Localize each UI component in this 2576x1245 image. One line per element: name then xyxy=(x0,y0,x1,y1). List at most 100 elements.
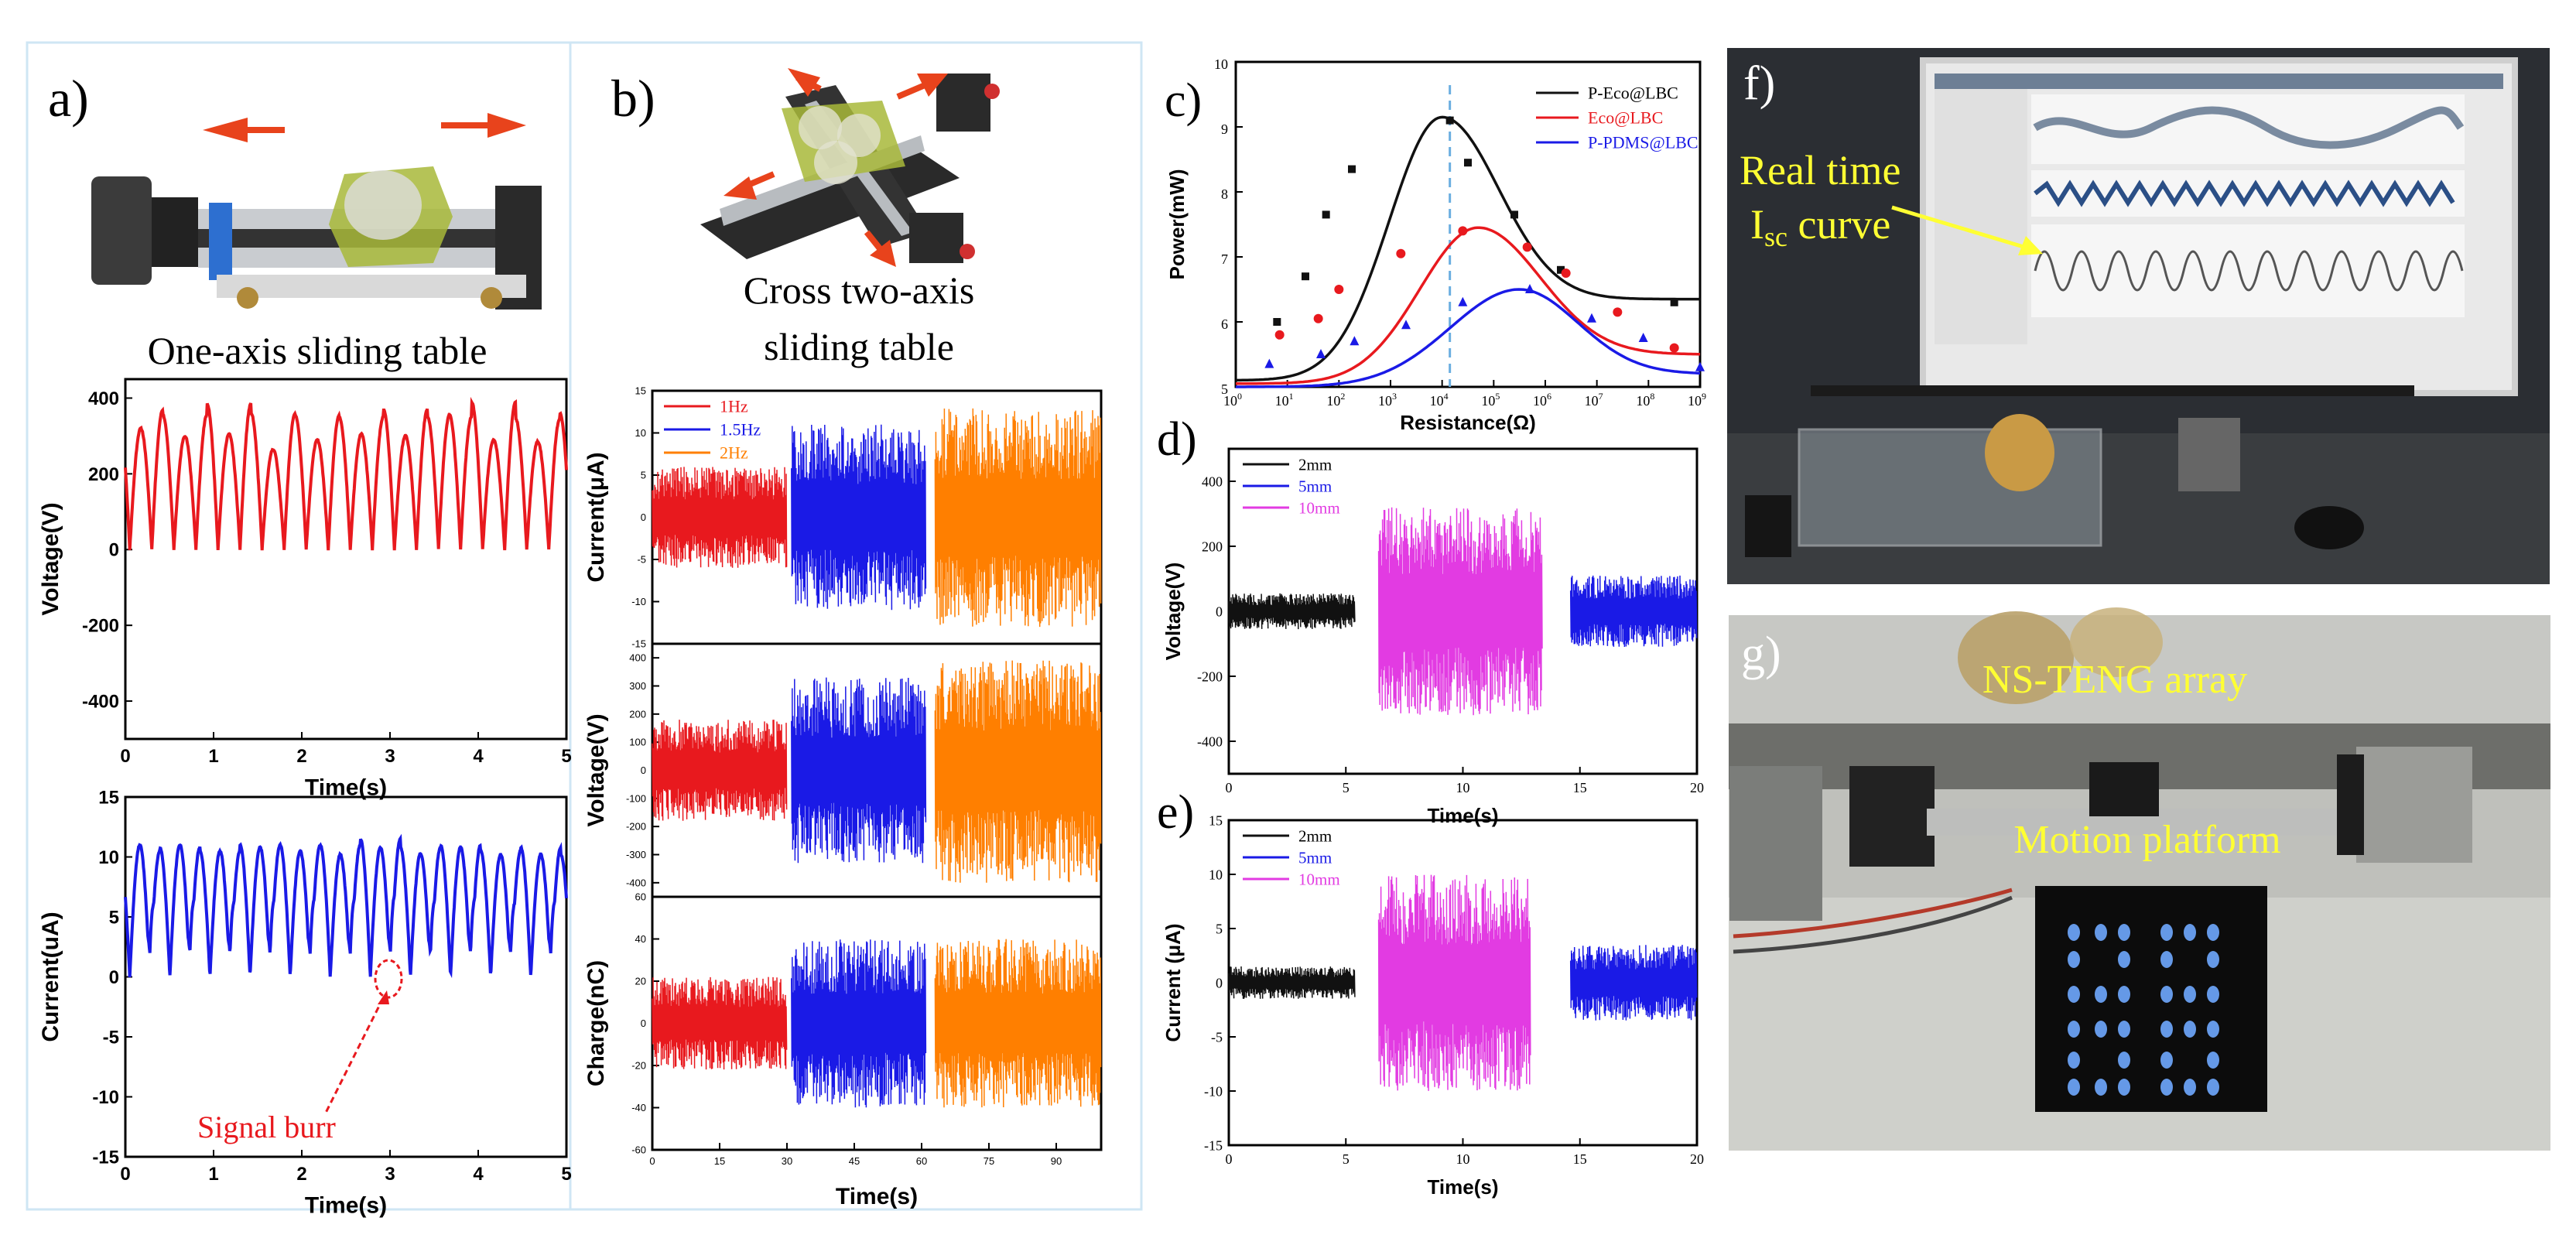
y-tick-label: 5 xyxy=(109,907,119,928)
data-point-P-Eco@LBC xyxy=(1322,210,1330,219)
data-point-P-PDMS@LBC xyxy=(1458,296,1468,306)
data-point-P-Eco@LBC xyxy=(1464,159,1472,167)
y-tick-label: -5 xyxy=(103,1027,119,1048)
real-time-label-line2: Isc curve xyxy=(1750,201,1890,252)
series-burst-1Hz xyxy=(652,977,788,1070)
x-tick-label: 4 xyxy=(473,1164,484,1185)
y-tick-label: 0 xyxy=(641,511,646,523)
y-tick-label: -10 xyxy=(1204,1083,1223,1099)
y-tick-label: 7 xyxy=(1221,251,1228,267)
data-point-Eco@LBC xyxy=(1334,285,1344,294)
led-dot xyxy=(2207,924,2219,941)
led-dot xyxy=(2184,986,2196,1003)
x-tick-label: 10 xyxy=(1456,1151,1470,1167)
led-dot xyxy=(2068,1079,2080,1096)
tick-exponent: 2 xyxy=(1340,391,1345,402)
led-dot xyxy=(2160,924,2173,941)
y-tick-label: -10 xyxy=(92,1087,119,1108)
x-axis-label: Time(s) xyxy=(1428,1175,1499,1199)
arrow-icons-b xyxy=(724,68,948,267)
chart-b-voltage: -400 -300 -200 -100 0 100 200 300 400 Voltage(V) xyxy=(583,642,1103,898)
led-dot xyxy=(2160,1021,2173,1038)
led-dot xyxy=(2118,1021,2130,1038)
fit-line-P-PDMS@LBC xyxy=(1236,288,1701,388)
motion-platform-label: Motion platform xyxy=(2013,818,2280,862)
x-tick-label: 90 xyxy=(1051,1155,1062,1167)
panel-a-letter: a) xyxy=(48,69,89,128)
led-dot xyxy=(2160,1079,2173,1096)
tick-base: 10 xyxy=(1636,393,1650,409)
signal-burr-annotation: Signal burr xyxy=(197,959,403,1144)
y-axis-label: Current (μA) xyxy=(1161,923,1185,1041)
led-dot xyxy=(2207,1079,2219,1096)
panel-g-photo xyxy=(1729,607,2550,1151)
y-tick-label: 15 xyxy=(98,787,119,808)
real-time-label-line1: Real time xyxy=(1740,147,1900,193)
x-tick-label: 0 xyxy=(1226,1151,1233,1167)
tick-exponent: 3 xyxy=(1392,391,1397,402)
x-tick-label: 20 xyxy=(1690,780,1704,795)
y-tick-label: 200 xyxy=(629,708,646,720)
panel-g-letter: g) xyxy=(1741,628,1781,680)
legend-label-1.5Hz: 1.5Hz xyxy=(720,420,761,440)
tick-exponent: 9 xyxy=(1702,391,1706,402)
x-axis-label: Resistance(Ω) xyxy=(1400,411,1535,434)
chart-a-current: -15 -10 -5 0 5 10 15 0 1 2 3 4 5 Time(s) Current(uA) xyxy=(38,787,572,1218)
series-burst-1.5Hz xyxy=(791,424,927,611)
x-axis-label: Time(s) xyxy=(305,1192,387,1218)
led-dot xyxy=(2207,1021,2219,1038)
data-point-P-PDMS@LBC xyxy=(1587,313,1596,323)
y-tick-label: 6 xyxy=(1221,316,1228,332)
arrow-right-icon xyxy=(441,113,526,138)
data-point-Eco@LBC xyxy=(1274,330,1285,340)
one-axis-table-photo xyxy=(91,166,542,310)
data-point-P-PDMS@LBC xyxy=(1316,349,1326,358)
x-tick-label: 20 xyxy=(1690,1151,1704,1167)
chart-b-charge: -60 -40 -20 0 20 40 60 0 15 30 45 60 75 90 Time(s) Char… xyxy=(583,891,1103,1209)
x-tick-label: 75 xyxy=(984,1155,994,1167)
y-tick-label: -100 xyxy=(626,792,646,804)
y-tick-label: 0 xyxy=(109,540,119,561)
y-tick-label: -400 xyxy=(82,691,119,712)
panel-a-caption: One-axis sliding table xyxy=(148,329,487,372)
x-tick-label: 2 xyxy=(296,746,306,767)
data-point-P-Eco@LBC xyxy=(1557,265,1565,274)
y-tick-label: -60 xyxy=(631,1144,646,1156)
led-dot xyxy=(2160,951,2173,968)
series-burst-1.5Hz xyxy=(791,939,927,1108)
tick-exponent: 4 xyxy=(1444,391,1449,402)
x-tick-label: 105 xyxy=(1481,391,1500,409)
y-axis-label: Voltage(V) xyxy=(583,713,609,826)
tick-exponent: 1 xyxy=(1289,391,1294,402)
y-axis-label: Current(μA) xyxy=(583,452,609,582)
plot-frame xyxy=(124,378,568,741)
led-dot xyxy=(2068,924,2080,941)
y-tick-label: 40 xyxy=(635,933,646,945)
y-tick-label: -20 xyxy=(631,1060,646,1072)
led-dot xyxy=(2095,1079,2107,1096)
y-tick-label: -200 xyxy=(82,616,119,637)
panel-c-letter: c) xyxy=(1165,74,1202,127)
y-tick-label: 15 xyxy=(1209,812,1223,828)
series-burst-2Hz xyxy=(934,408,1102,628)
led-dot xyxy=(2068,1052,2080,1069)
legend-label-2mm: 2mm xyxy=(1298,826,1332,845)
data-point-P-PDMS@LBC xyxy=(1401,320,1411,330)
series-burst-10mm xyxy=(1377,507,1543,716)
data-point-P-Eco@LBC xyxy=(1302,272,1309,281)
led-dot xyxy=(2160,1052,2173,1069)
y-tick-label: 8 xyxy=(1221,186,1228,202)
data-point-P-PDMS@LBC xyxy=(1350,336,1360,346)
tick-base: 10 xyxy=(1481,393,1495,409)
fit-line-Eco@LBC xyxy=(1236,226,1700,385)
led-dot xyxy=(2095,924,2107,941)
x-tick-label: 100 xyxy=(1223,391,1242,409)
series-line-voltage xyxy=(124,396,568,551)
signal-burr-label: Signal burr xyxy=(197,1110,336,1144)
data-point-Eco@LBC xyxy=(1522,242,1532,252)
data-point-P-PDMS@LBC xyxy=(1695,361,1705,371)
led-dot xyxy=(2118,986,2130,1003)
series-burst-5mm xyxy=(1569,945,1698,1021)
led-dot xyxy=(2184,1021,2196,1038)
